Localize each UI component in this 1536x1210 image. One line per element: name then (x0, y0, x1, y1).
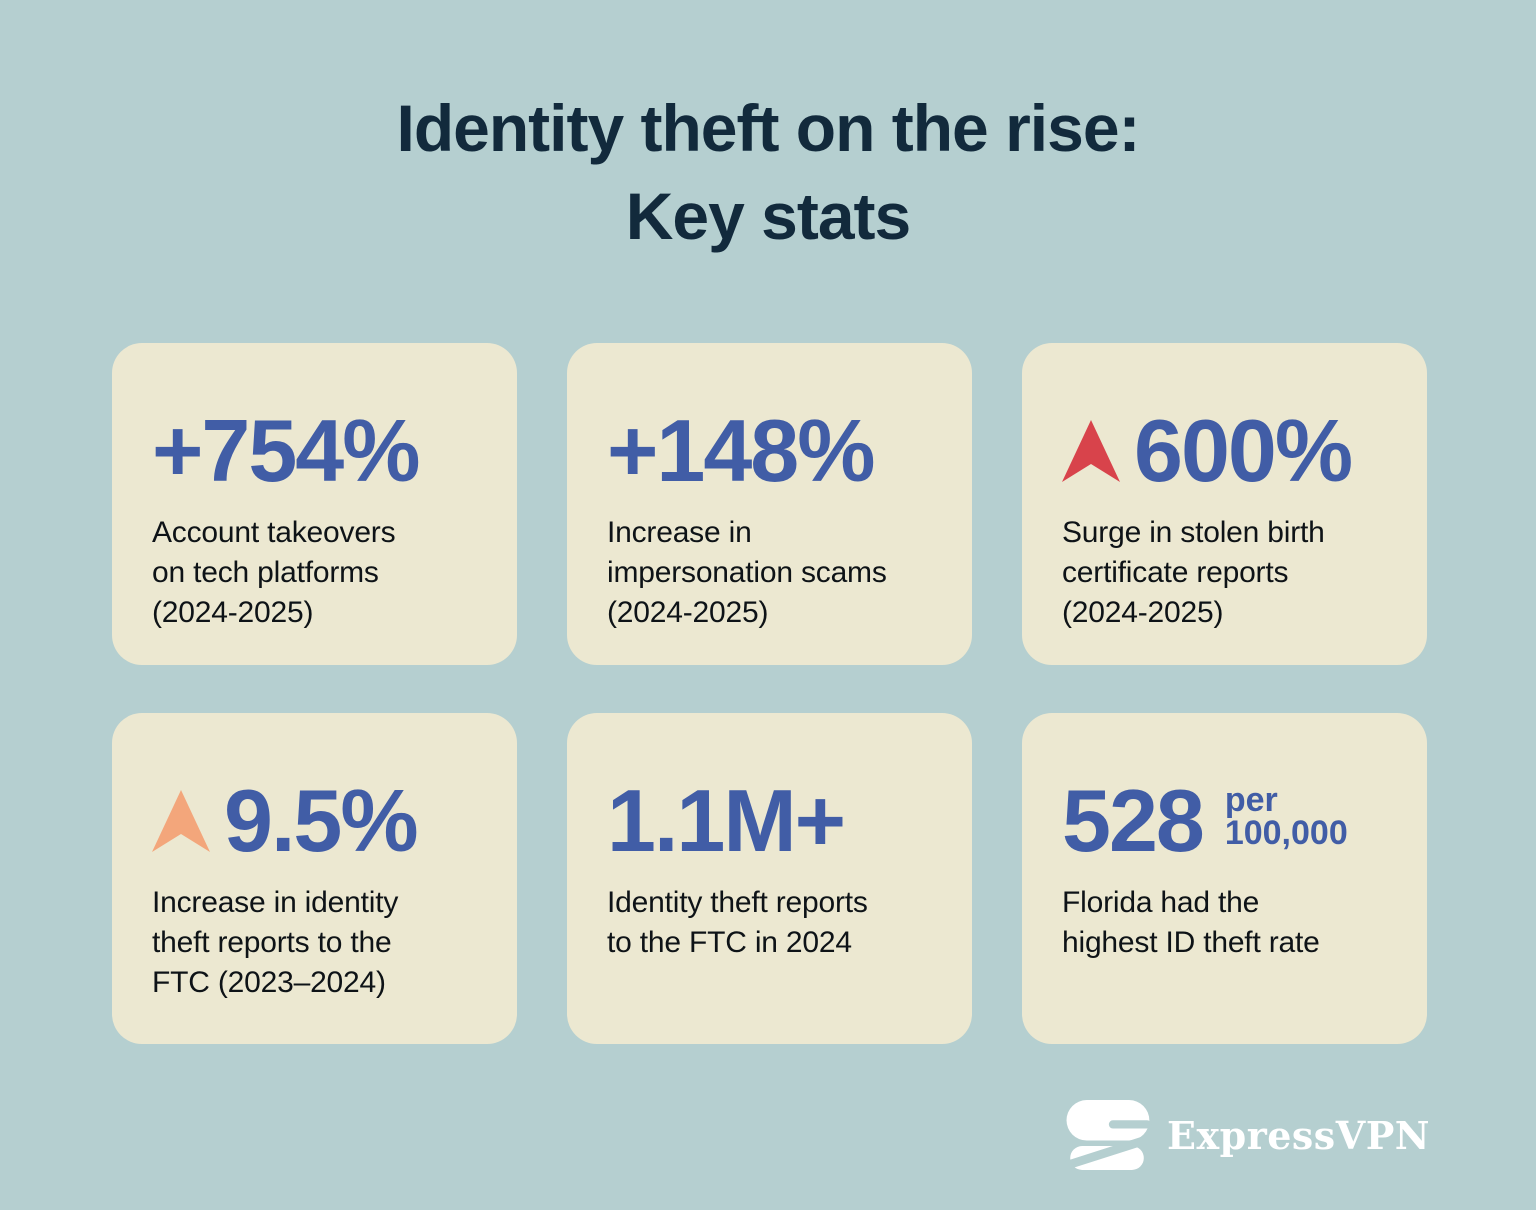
stat-unit: per 100,000 (1224, 781, 1348, 852)
expressvpn-logo-icon (1061, 1100, 1154, 1172)
stat-row: 600% (1062, 403, 1391, 499)
stat-card-account-takeovers: +754% Account takeovers on tech platform… (112, 343, 517, 665)
stat-description: Increase in impersonation scams (2024-20… (607, 516, 887, 629)
brand-footer: ExpressVPN (1061, 1098, 1430, 1172)
stat-card-ftc-increase: 9.5% Increase in identity theft reports … (112, 713, 517, 1044)
stat-unit-line: 100,000 (1224, 814, 1348, 852)
stat-row: 528 per 100,000 (1062, 773, 1391, 869)
expressvpn-wordmark: ExpressVPN (1167, 1112, 1430, 1158)
stat-row: +754% (152, 403, 481, 499)
stat-card-ftc-reports-2024: 1.1M+ Identity theft reports to the FTC … (567, 713, 972, 1044)
stat-row: +148% (607, 403, 936, 499)
stat-description: Increase in identity theft reports to th… (152, 886, 399, 999)
stat-value: +148% (607, 401, 875, 500)
stat-value: 600% (1134, 401, 1353, 500)
stat-description: Account takeovers on tech platforms (202… (152, 516, 396, 629)
stat-description: Surge in stolen birth certificate report… (1062, 516, 1325, 629)
stat-card-florida-rate: 528 per 100,000 Florida had the highest … (1022, 713, 1427, 1044)
stat-description: Identity theft reports to the FTC in 202… (607, 886, 868, 959)
stat-card-impersonation-scams: +148% Increase in impersonation scams (2… (567, 343, 972, 665)
orange-up-arrow-icon (152, 790, 210, 852)
stat-card-birth-certificates: 600% Surge in stolen birth certificate r… (1022, 343, 1427, 665)
stats-grid: +754% Account takeovers on tech platform… (112, 343, 1427, 1044)
stat-value: 1.1M+ (607, 771, 846, 870)
stat-value: 528 (1062, 771, 1205, 870)
stat-value: +754% (152, 401, 420, 500)
stat-row: 9.5% (152, 773, 481, 869)
stat-row: 1.1M+ (607, 773, 936, 869)
red-up-arrow-icon (1062, 420, 1120, 482)
stat-unit-line: per (1224, 781, 1278, 819)
stat-value: 9.5% (224, 771, 419, 870)
page-title: Identity theft on the rise: Key stats (396, 91, 1140, 253)
stat-description: Florida had the highest ID theft rate (1062, 886, 1320, 959)
